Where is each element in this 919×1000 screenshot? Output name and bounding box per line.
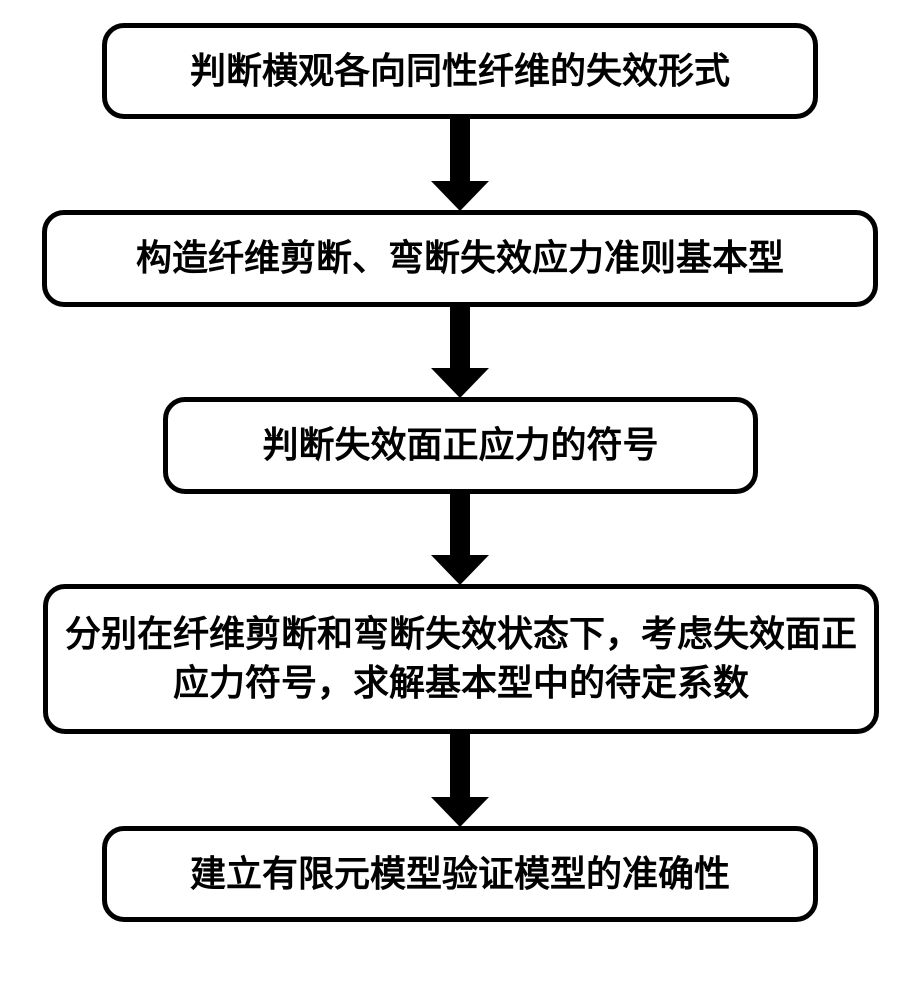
arrow-shaft <box>450 118 470 181</box>
arrow-shaft <box>450 732 470 797</box>
flowchart-node: 建立有限元模型验证模型的准确性 <box>102 826 818 922</box>
arrow-head-icon <box>431 555 489 585</box>
arrow-head-icon <box>431 797 489 827</box>
flowchart-node-label: 建立有限元模型验证模型的准确性 <box>107 850 813 899</box>
arrow-shaft <box>450 492 470 555</box>
flowchart-node-label: 判断失效面正应力的符号 <box>168 421 753 470</box>
arrow-head-icon <box>431 368 489 398</box>
arrow-head-icon <box>431 181 489 211</box>
flowchart-node: 构造纤维剪断、弯断失效应力准则基本型 <box>42 210 878 307</box>
flowchart-canvas: 判断横观各向同性纤维的失效形式构造纤维剪断、弯断失效应力准则基本型判断失效面正应… <box>0 0 919 1000</box>
flowchart-node-label: 判断横观各向同性纤维的失效形式 <box>107 47 813 96</box>
arrow-shaft <box>450 305 470 368</box>
flowchart-node-label: 构造纤维剪断、弯断失效应力准则基本型 <box>47 234 873 283</box>
flowchart-node: 判断失效面正应力的符号 <box>163 397 758 494</box>
flowchart-node: 分别在纤维剪断和弯断失效状态下，考虑失效面正应力符号，求解基本型中的待定系数 <box>43 584 879 734</box>
flowchart-node: 判断横观各向同性纤维的失效形式 <box>102 23 818 119</box>
flowchart-node-label: 分别在纤维剪断和弯断失效状态下，考虑失效面正应力符号，求解基本型中的待定系数 <box>48 610 874 707</box>
